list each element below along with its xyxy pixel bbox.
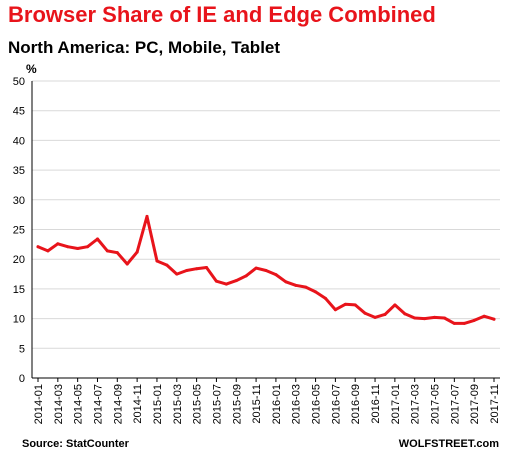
data-point: [274, 273, 278, 277]
data-point: [175, 272, 179, 276]
y-tick-label: 10: [13, 314, 25, 326]
x-tick-label: 2015-09: [231, 384, 243, 424]
data-point: [433, 315, 437, 319]
x-tick-label: 2014-09: [112, 384, 124, 424]
data-point: [403, 312, 407, 316]
data-point: [383, 312, 387, 316]
data-point: [46, 249, 50, 253]
y-tick-label: 15: [13, 284, 25, 296]
y-tick-label: 20: [13, 254, 25, 266]
data-point: [294, 283, 298, 287]
data-point: [224, 282, 228, 286]
y-axis-unit-label: %: [26, 62, 37, 76]
data-point: [423, 317, 427, 321]
data-point: [155, 259, 159, 263]
data-point: [353, 303, 357, 307]
x-tick-label: 2016-07: [330, 384, 342, 424]
data-point: [304, 285, 308, 289]
data-point: [284, 280, 288, 284]
x-tick-label: 2015-11: [251, 384, 263, 424]
data-point: [145, 214, 149, 218]
data-point: [56, 242, 60, 246]
y-tick-label: 35: [13, 165, 25, 177]
data-point: [333, 308, 337, 312]
data-point: [66, 245, 70, 249]
x-tick-label: 2015-07: [211, 384, 223, 424]
x-tick-label: 2015-05: [192, 384, 204, 424]
x-tick-label: 2014-03: [53, 384, 65, 424]
y-tick-label: 40: [13, 135, 25, 147]
data-point: [185, 268, 189, 272]
data-point: [125, 262, 129, 266]
x-tick-label: 2017-01: [390, 384, 402, 424]
x-tick-label: 2017-07: [449, 384, 461, 424]
x-tick-label: 2016-11: [370, 384, 382, 424]
x-tick-label: 2014-05: [73, 384, 85, 424]
x-tick-label: 2016-09: [350, 384, 362, 424]
data-point: [195, 267, 199, 271]
data-point: [214, 279, 218, 283]
data-point: [205, 266, 209, 270]
data-point: [442, 316, 446, 320]
x-tick-label: 2017-09: [469, 384, 481, 424]
data-point: [76, 247, 80, 251]
data-point: [482, 314, 486, 318]
data-point: [105, 249, 109, 253]
x-axis-ticks: 2014-01 2014-03 2014-05 2014-07 2014-09 2014-…: [33, 378, 501, 424]
y-tick-label: 25: [13, 225, 25, 237]
data-point: [373, 315, 377, 319]
axes: [31, 81, 500, 379]
data-point: [472, 318, 476, 322]
y-tick-label: 45: [13, 106, 25, 118]
chart-subtitle: North America: PC, Mobile, Tablet: [8, 38, 281, 57]
x-tick-label: 2017-03: [410, 384, 422, 424]
chart-title: Browser Share of IE and Edge Combined: [8, 2, 436, 27]
x-tick-label: 2017-05: [430, 384, 442, 424]
x-tick-label: 2016-03: [291, 384, 303, 424]
y-tick-label: 0: [19, 373, 25, 385]
y-axis-ticks: 0 5 10 15 20 25 30 35 40 45 50: [13, 76, 25, 385]
data-point: [244, 274, 248, 278]
x-tick-label: 2017-11: [489, 384, 501, 424]
x-tick-label: 2014-07: [92, 384, 104, 424]
y-tick-label: 5: [19, 343, 25, 355]
data-point: [135, 250, 139, 254]
data-point: [363, 311, 367, 315]
series-layer: [36, 214, 496, 325]
gridlines: [32, 80, 500, 349]
y-tick-label: 30: [13, 195, 25, 207]
data-point: [115, 251, 119, 255]
data-point: [492, 317, 496, 321]
data-point: [323, 296, 327, 300]
data-point: [314, 290, 318, 294]
x-tick-label: 2015-03: [172, 384, 184, 424]
data-point: [452, 321, 456, 325]
data-point: [264, 268, 268, 272]
data-point: [254, 266, 258, 270]
data-point: [462, 321, 466, 325]
data-point: [413, 316, 417, 320]
data-point: [393, 303, 397, 307]
x-tick-label: 2016-01: [271, 384, 283, 424]
x-tick-label: 2016-05: [311, 384, 323, 424]
data-point: [234, 279, 238, 283]
x-tick-label: 2014-11: [132, 384, 144, 424]
data-point: [95, 237, 99, 241]
source-note: Source: StatCounter: [22, 438, 129, 450]
data-point: [36, 245, 40, 249]
brand-watermark: WOLFSTREET.com: [398, 438, 499, 450]
x-tick-label: 2015-01: [152, 384, 164, 424]
y-tick-label: 50: [13, 76, 25, 88]
data-point: [165, 263, 169, 267]
data-point: [86, 245, 90, 249]
data-point: [343, 302, 347, 306]
x-tick-label: 2014-01: [33, 384, 45, 424]
